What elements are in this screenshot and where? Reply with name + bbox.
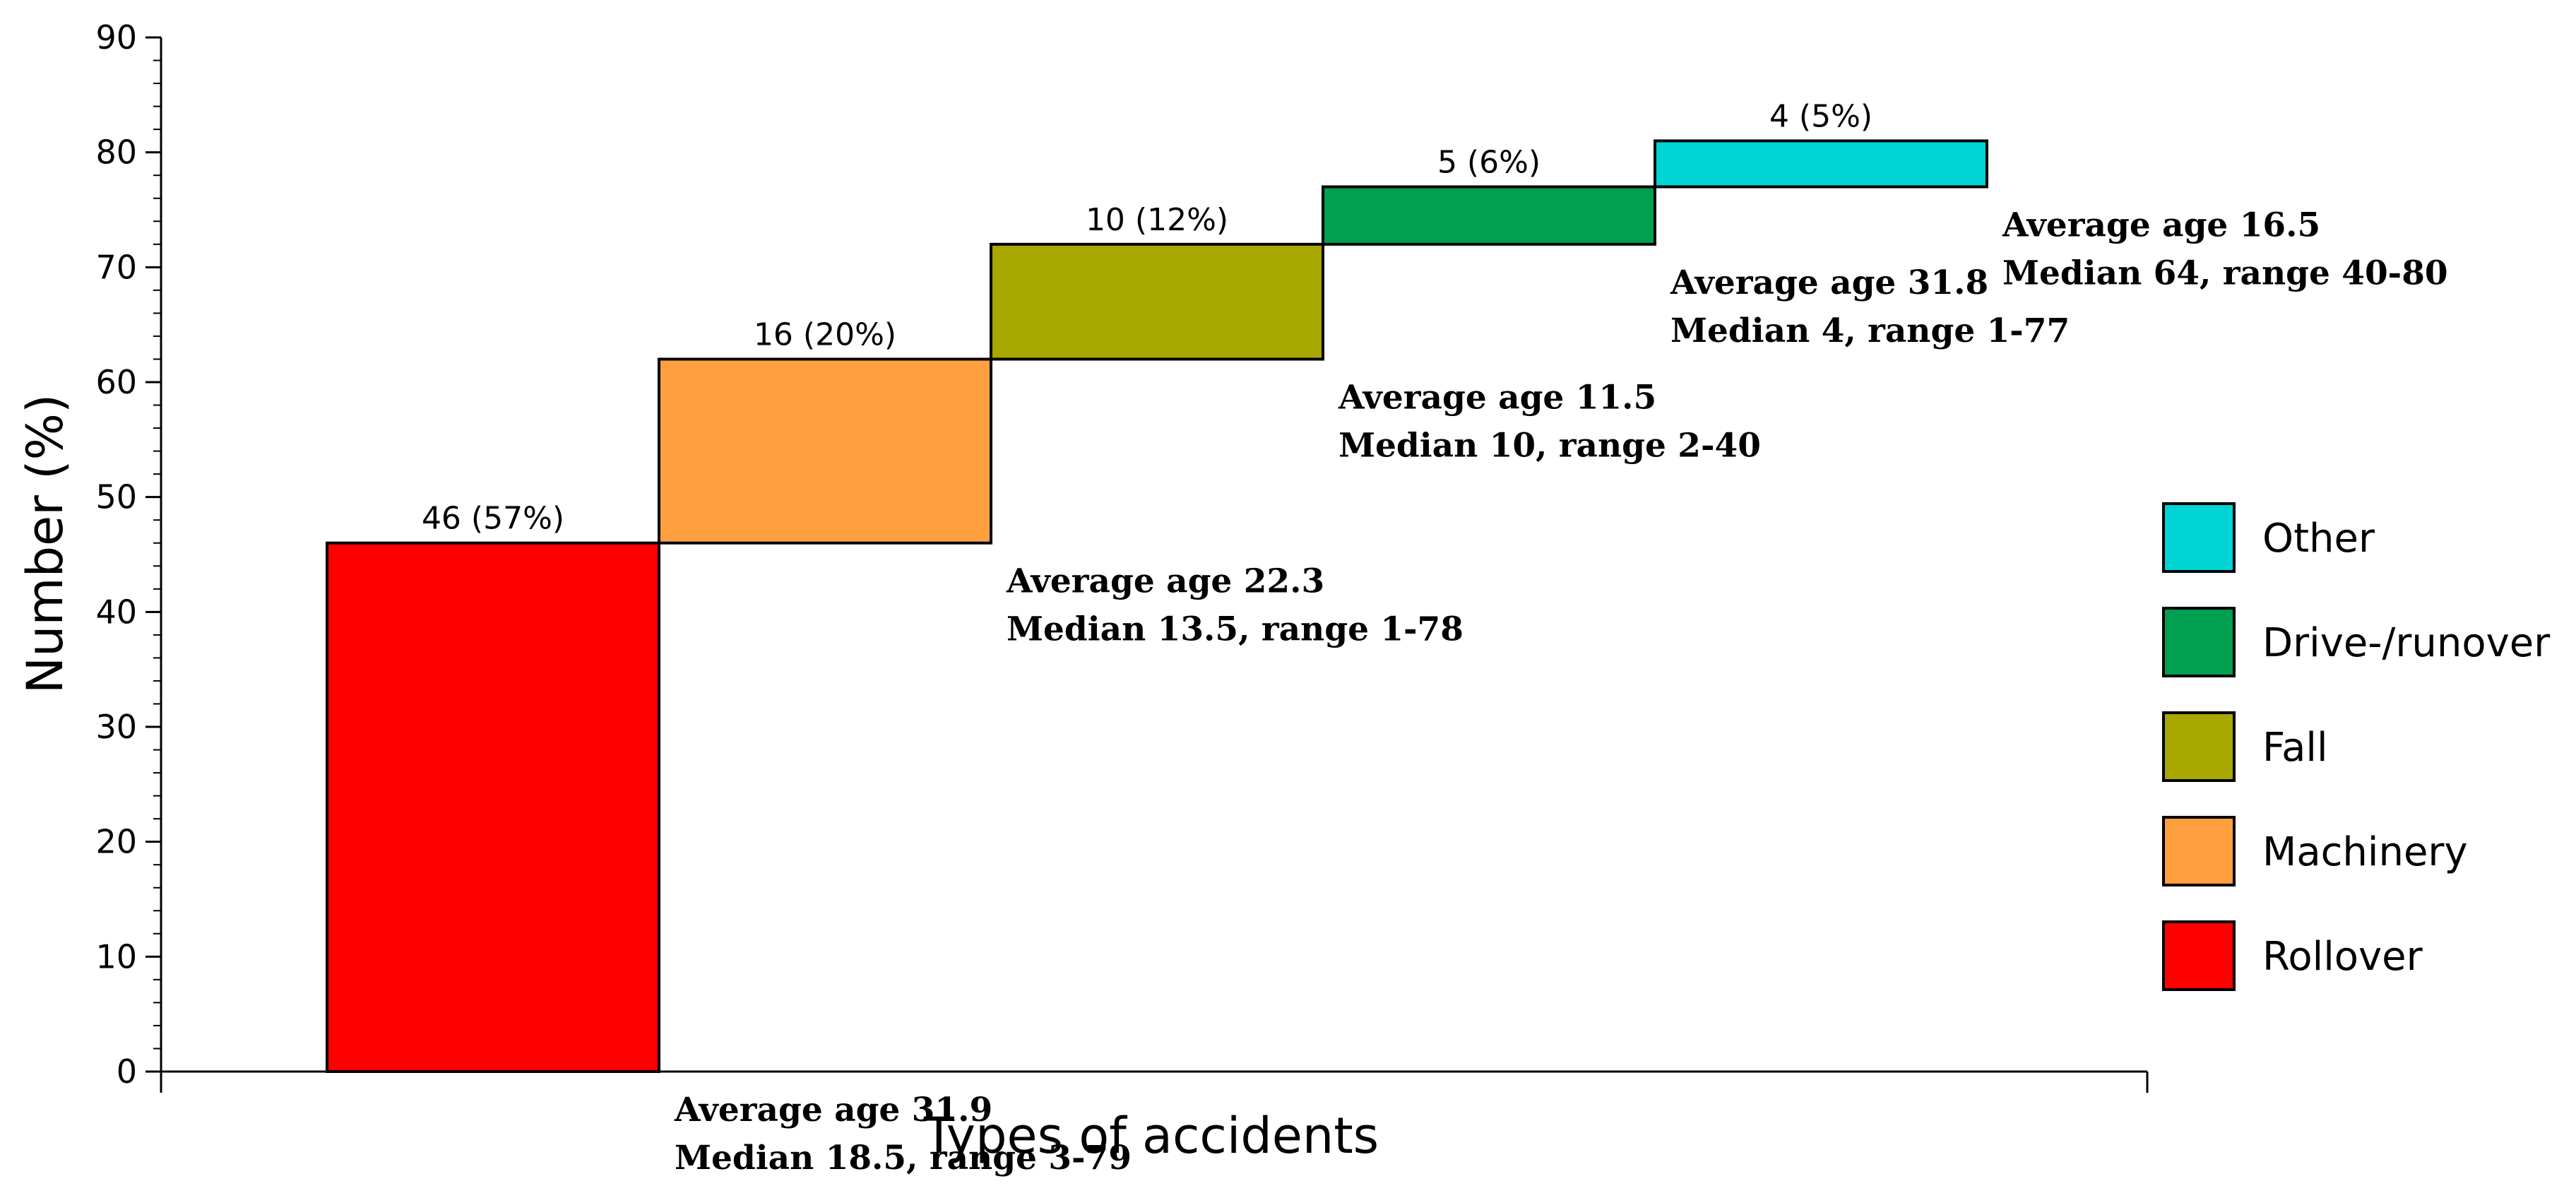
y-tick-label: 40 [95, 593, 137, 631]
note-median-machinery: Median 13.5, range 1-78 [1007, 610, 1464, 649]
value-label-machinery: 16 (20%) [754, 316, 896, 352]
y-tick-label: 60 [95, 363, 137, 401]
legend-label-drive-runover: Drive-/runover [2262, 620, 2551, 666]
bar-machinery [658, 357, 992, 545]
bar-fall [990, 242, 1324, 361]
y-tick-label: 70 [95, 248, 137, 286]
y-axis-title: Number (%) [16, 394, 74, 694]
value-label-rollover: 46 (57%) [422, 501, 564, 537]
legend-label-rollover: Rollover [2262, 934, 2423, 980]
y-tick-label: 30 [95, 708, 137, 746]
value-label-drive-runover: 5 (6%) [1437, 144, 1541, 180]
legend-label-other: Other [2262, 516, 2375, 562]
labels: 46 (57%) Average age 31.9 Median 18.5, ran… [422, 98, 2448, 1178]
legend-label-fall: Fall [2262, 725, 2328, 771]
legend-swatch-other [2162, 502, 2236, 573]
legend-swatch-fall [2162, 711, 2236, 782]
value-label-other: 4 (5%) [1769, 98, 1872, 134]
note-median-fall: Median 10, range 2-40 [1339, 426, 1761, 465]
note-average-drive-runover: Average age 31.8 [1670, 263, 1988, 302]
bar-other [1654, 139, 1988, 189]
legend-label-machinery: Machinery [2262, 829, 2468, 875]
note-average-other: Average age 16.5 [2002, 206, 2320, 244]
legend-swatch-drive-runover [2162, 607, 2236, 677]
y-tick-label: 10 [95, 937, 137, 975]
note-median-drive-runover: Median 4, range 1-77 [1670, 312, 2070, 350]
note-median-other: Median 64, range 40-80 [2002, 254, 2448, 292]
bars [326, 139, 1988, 1073]
note-average-fall: Average age 11.5 [1338, 378, 1656, 417]
bar-rollover [326, 541, 660, 1073]
y-tick-label: 20 [95, 823, 137, 861]
y-tick-label: 80 [95, 134, 137, 172]
note-median-rollover: Median 18.5, range 3-79 [675, 1139, 1132, 1178]
y-tick-label: 0 [117, 1052, 137, 1091]
note-average-rollover: Average age 31.9 [674, 1091, 992, 1129]
note-average-machinery: Average age 22.3 [1006, 562, 1324, 601]
y-tick-label: 50 [95, 478, 137, 516]
legend-swatch-machinery [2162, 816, 2236, 886]
value-label-fall: 10 (12%) [1086, 202, 1228, 238]
legend: Other Drive-/runover Fall Machinery Rollover [2162, 502, 2551, 991]
legend-swatch-rollover [2162, 920, 2236, 991]
x-axis-title: Types of accidents [923, 1107, 1379, 1165]
y-tick-label: 90 [95, 18, 137, 57]
bar-drive-runover [1322, 185, 1656, 246]
